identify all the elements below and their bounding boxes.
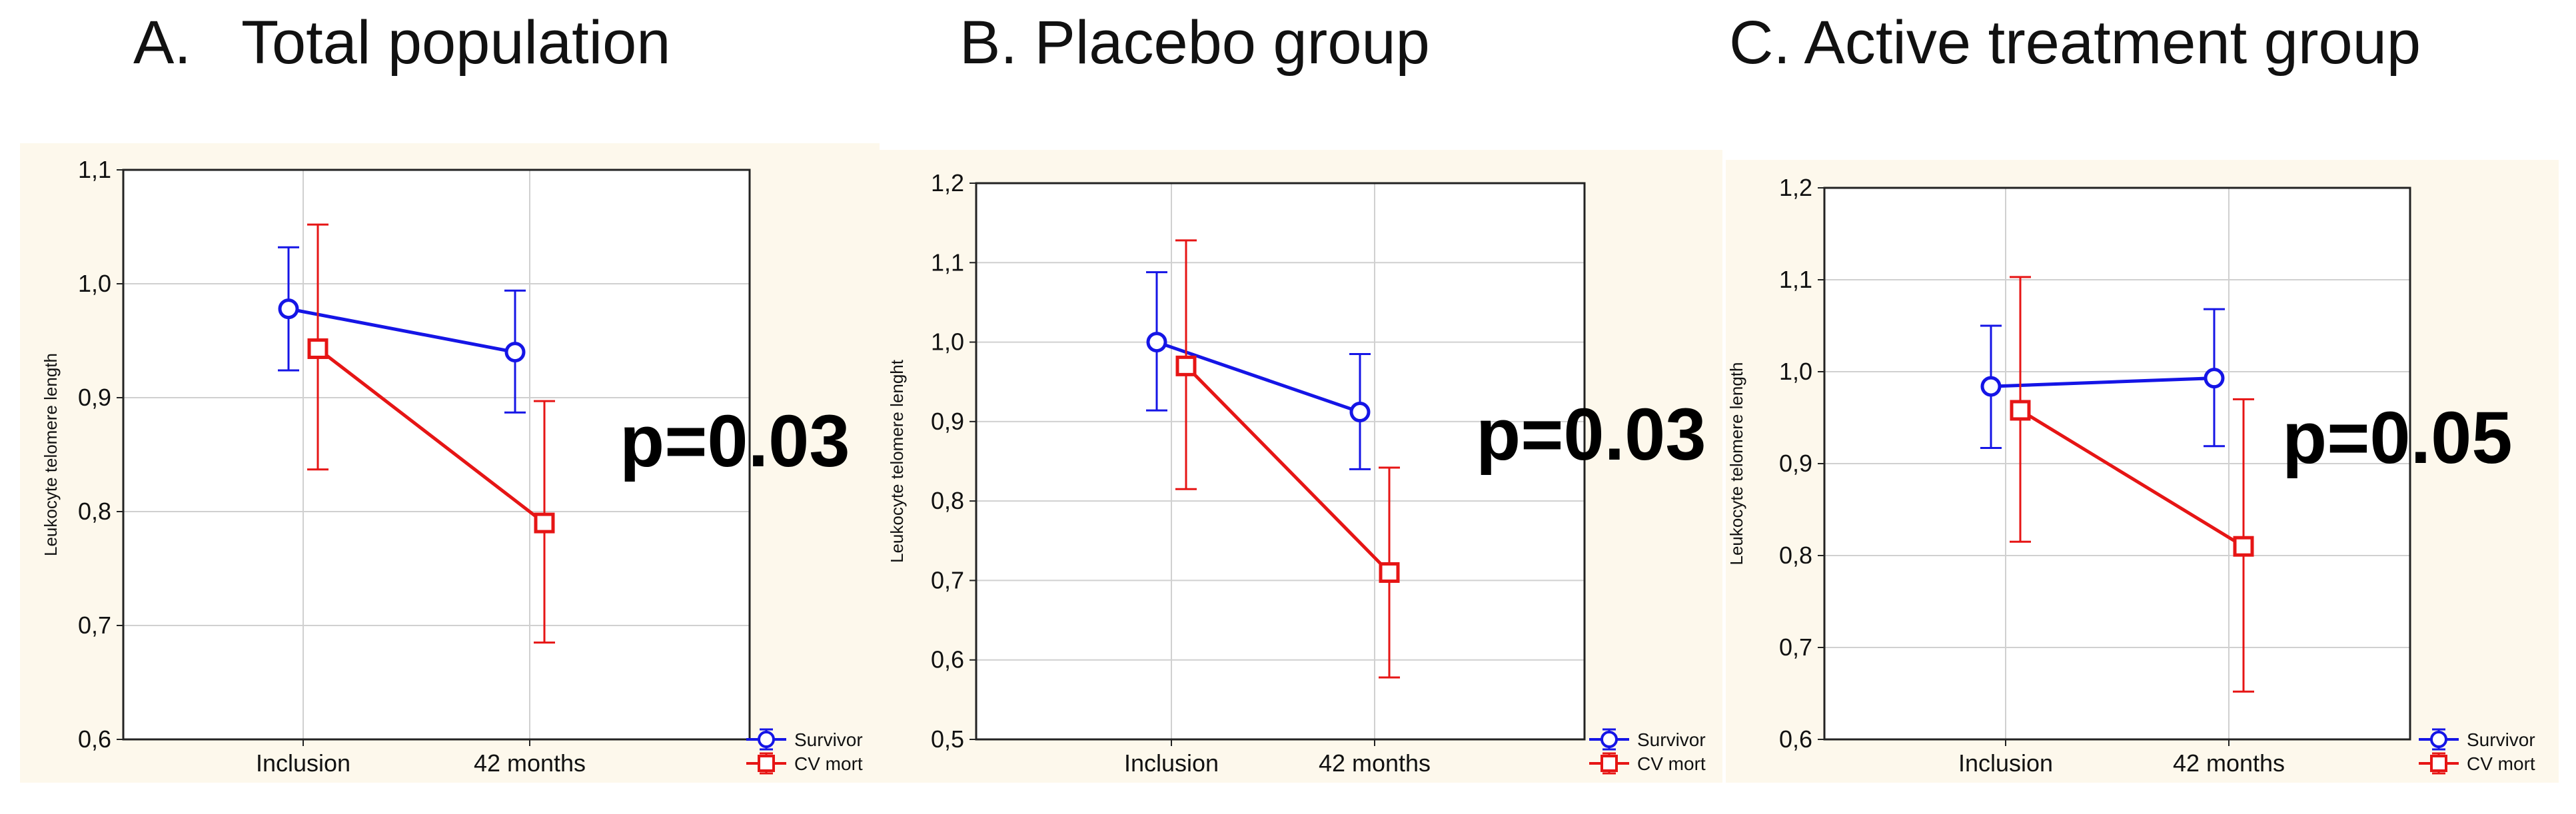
data-point-circle [1146,332,1167,353]
y-tick-label: 1,2 [931,169,964,197]
legend-item-survivor: Survivor [1589,728,1706,751]
chart-panel-1: 0,5 0,6 0,7 0,8 0,9 1,0 1,1 1,2 Inclusion 42 mont… [880,150,1722,783]
y-tick-label: 0,8 [1779,542,1812,569]
legend-item-cv-mort: CV mort [2419,752,2535,775]
plot-area [123,170,750,739]
x-tick-label: 42 months [474,749,586,777]
y-tick-label: 1,0 [78,270,111,297]
data-point-circle [1980,376,2002,397]
legend-item-survivor: Survivor [746,728,863,751]
series-survivor [278,246,526,414]
data-point-circle [2204,368,2225,389]
y-axis-label: Leukocyte telomere length [41,353,61,556]
y-tick-label: 0,9 [1779,450,1812,477]
legend-label: Survivor [1637,729,1706,750]
legend-label: CV mort [2467,753,2535,774]
y-tick-label: 1,2 [1779,174,1812,201]
chart-panel-0: 0,6 0,7 0,8 0,9 1,0 1,1 Inclusion 42 months Leuk… [20,143,880,783]
y-axis-label: Leukocyte telomere lenght [887,359,907,563]
y-tick-label: 0,7 [1779,633,1812,661]
series-line [1156,340,1361,414]
legend-marker-square [1601,755,1618,772]
x-tick-label: Inclusion [1124,749,1219,777]
data-point-square [2010,400,2031,421]
y-tick-label: 1,0 [1779,358,1812,385]
panel-b-title: B. Placebo group [960,9,1430,77]
legend-label: CV mort [1637,753,1706,774]
panel-c-title: C. Active treatment group [1729,9,2421,77]
plot-frame [1823,187,2411,741]
y-tick-label: 0,5 [931,725,964,753]
plot-frame [122,169,751,741]
series-line [2019,408,2245,548]
series-cv-mort [2010,276,2254,693]
series-cv-mort [1175,239,1400,679]
y-tick-label: 0,6 [1779,725,1812,753]
y-tick-label: 0,6 [931,646,964,673]
data-point-circle [1349,402,1371,423]
data-point-circle [278,298,299,320]
legend-item-cv-mort: CV mort [746,752,863,775]
panel-a-title: A. Total population [133,9,671,77]
data-point-square [1379,562,1400,583]
legend-item-survivor: Survivor [2419,728,2535,751]
y-tick-label: 0,9 [931,408,964,435]
legend-marker-circle [1601,731,1618,748]
y-tick-label: 1,1 [931,248,964,276]
legend-label: CV mort [794,753,863,774]
x-tick-label: Inclusion [1958,749,2053,777]
y-tick-label: 0,7 [78,611,111,639]
legend-marker-circle [2430,731,2447,748]
y-axis-label: Leukocyte telomere length [1726,362,1746,566]
series-survivor [1146,271,1371,470]
y-tick-label: 1,1 [1779,266,1812,293]
series-line [317,347,546,525]
x-tick-label: 42 months [2173,749,2285,777]
data-point-square [1175,355,1197,376]
legend-item-cv-mort: CV mort [1589,752,1706,775]
y-tick-label: 1,0 [931,328,964,356]
series-line [1990,376,2215,388]
legend-marker-square [758,755,775,772]
data-point-square [307,338,328,359]
y-tick-label: 0,7 [931,566,964,594]
legend-marker-circle [758,731,775,748]
y-tick-label: 0,9 [78,384,111,411]
y-tick-label: 0,8 [78,498,111,525]
y-tick-label: 1,1 [78,156,111,183]
chart-panel-2: 0,6 0,7 0,8 0,9 1,0 1,1 1,2 Inclusion 42 months L… [1726,160,2559,783]
p-value-annotation: p=0.05 [2282,397,2513,479]
series-cv-mort [307,223,555,644]
legend-label: Survivor [794,729,863,750]
series-line [1185,364,1391,574]
legend-marker-square [2430,755,2447,772]
p-value-annotation: p=0.03 [620,400,850,482]
series-survivor [1980,308,2225,450]
data-point-square [534,512,555,534]
y-tick-label: 0,6 [78,725,111,753]
plot-frame [975,182,1586,741]
data-point-square [2233,536,2254,557]
x-tick-label: Inclusion [256,749,350,777]
p-value-annotation: p=0.03 [1476,394,1706,476]
series-line [288,307,516,354]
y-tick-label: 0,8 [931,487,964,514]
data-point-circle [504,342,526,363]
x-tick-label: 42 months [1319,749,1431,777]
legend-label: Survivor [2467,729,2535,750]
